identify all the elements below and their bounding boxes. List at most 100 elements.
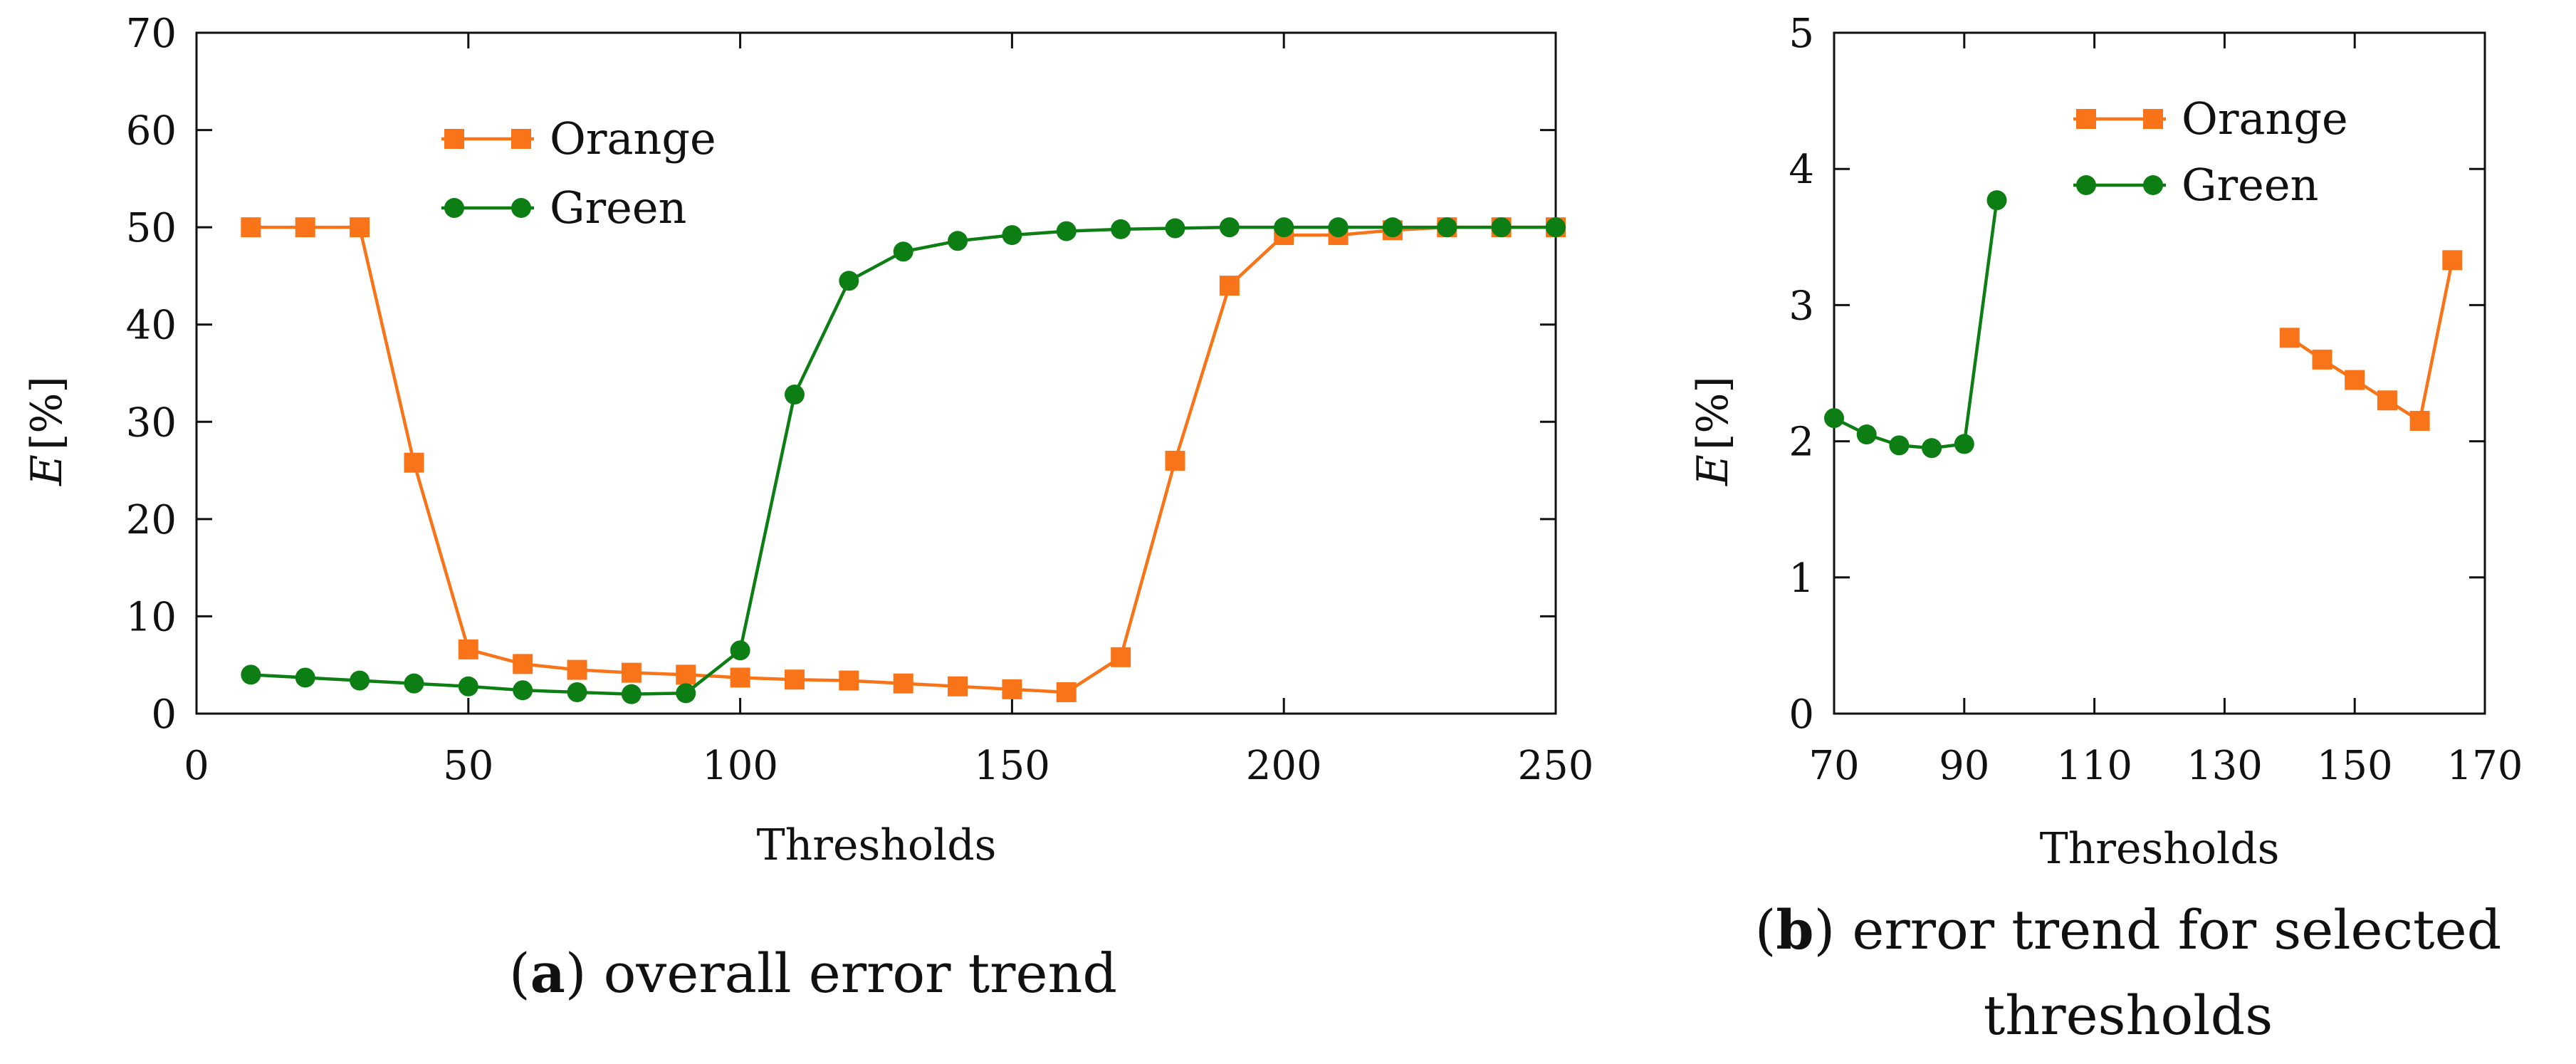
panel-b-series-orange-point <box>2409 410 2430 431</box>
panel-b-legend-green-label: Green <box>2182 159 2318 211</box>
panel-a-series-green-point <box>1274 217 1294 238</box>
panel-a-series-green-point <box>1437 217 1457 238</box>
panel-a-x-tick-label: 0 <box>184 743 209 789</box>
panel-a-series-orange-point <box>730 667 750 688</box>
panel-a-x-tick-label: 200 <box>1246 743 1322 789</box>
panel-b-y-axis-unit: [%] <box>1688 376 1738 450</box>
panel-b-y-tick-label: 2 <box>1789 419 1814 466</box>
panel-a-series-green-point <box>241 664 261 685</box>
panel-b-series-green-point <box>1954 434 1974 454</box>
panel-b-caption-letter: b <box>1776 898 1813 961</box>
panel-b-chart: 70 90 110 130 150 170 0 1 2 3 4 5 Orange Green Thres… <box>1688 11 2523 1047</box>
panel-a-y-tick-label: 0 <box>151 692 177 738</box>
panel-a-y-tick-label: 40 <box>126 303 177 349</box>
panel-b-series-orange-point <box>2377 390 2397 411</box>
svg-text:E[%]: E [%] <box>22 376 72 486</box>
panel-a-y-tick-label: 60 <box>126 108 177 155</box>
panel-a-series-green-point <box>513 680 533 701</box>
panel-a-series-green-point <box>350 670 370 691</box>
panel-a-series-green-point <box>730 640 750 661</box>
panel-a-series-orange-point <box>621 662 642 683</box>
panel-a-y-axis-symbol: E <box>22 454 72 486</box>
panel-b-legend-orange-swatch-marker <box>2143 109 2163 129</box>
panel-b-series-green-point <box>1922 438 1942 459</box>
panel-a-series-green-point <box>1491 217 1512 238</box>
panel-b-legend-orange-label: Orange <box>2182 93 2348 145</box>
panel-a-legend-orange-label: Orange <box>550 113 716 165</box>
panel-a-series-orange-point <box>513 654 533 674</box>
panel-b-x-tick-label: 150 <box>2317 743 2393 789</box>
panel-a-series-orange-point <box>350 217 370 238</box>
panel-a-series-green-point <box>458 676 478 697</box>
panel-a-series-orange-point <box>1111 647 1131 667</box>
panel-b-marks: 70 90 110 130 150 170 0 1 2 3 4 5 <box>1789 11 2523 789</box>
panel-b-series-green-point <box>1856 424 1877 445</box>
svg-text:E[%]: E [%] <box>1688 376 1738 486</box>
panel-a-series-green-point <box>1056 221 1077 241</box>
panel-a-series-green-point <box>1546 217 1566 238</box>
panel-b-y-tick-label: 0 <box>1789 692 1814 738</box>
panel-b-y-axis-symbol: E <box>1688 454 1738 486</box>
panel-a-series-green-point <box>1002 225 1022 246</box>
panel-b-x-tick-label: 110 <box>2056 743 2132 789</box>
panel-b-x-axis-title: Thresholds <box>2040 824 2280 874</box>
panel-a-series-orange-point <box>241 217 261 238</box>
panel-b-series-orange-point <box>2312 349 2332 370</box>
panel-b-y-tick-label: 4 <box>1789 147 1814 193</box>
panel-b-y-tick-label: 5 <box>1789 11 1814 57</box>
panel-b-series-orange-point <box>2442 250 2463 271</box>
panel-a-series-orange-point <box>404 452 424 473</box>
panel-a-x-tick-label: 100 <box>702 743 778 789</box>
panel-a-y-axis-unit: [%] <box>22 376 72 450</box>
panel-a-series-green-point <box>784 385 805 405</box>
panel-b-legend: Orange Green <box>2073 93 2348 211</box>
panel-a-series-green-point <box>567 682 587 702</box>
panel-a-legend-orange-swatch-marker <box>444 129 464 149</box>
panel-a-caption-text: overall error trend <box>604 942 1117 1005</box>
panel-a-legend-green-swatch-marker <box>511 198 531 218</box>
panel-a-series-green-point <box>893 241 913 262</box>
panel-b-y-tick-label: 3 <box>1789 283 1814 329</box>
panel-a-series-orange-point <box>567 659 587 680</box>
panel-a-series-green-point <box>676 683 696 704</box>
panel-b-series-orange-point <box>2279 328 2300 348</box>
panel-a-series-orange-point <box>1002 679 1022 699</box>
panel-a-x-tick-label: 50 <box>443 743 493 789</box>
panel-a-series-orange-point <box>948 676 968 697</box>
panel-a-series-orange-point <box>458 639 478 659</box>
panel-a-series-green-point <box>295 667 315 688</box>
panel-a-series-orange-point <box>1056 682 1077 702</box>
panel-a-legend-green-label: Green <box>550 182 686 234</box>
panel-a-series-orange-point <box>784 669 805 690</box>
panel-a-series-green-point <box>839 271 859 291</box>
panel-b-caption-text: error trend for selected <box>1852 898 2501 961</box>
panel-a-series-orange-point <box>676 664 696 685</box>
panel-a-series-green-point <box>404 673 424 694</box>
panel-b-legend-orange-swatch-marker <box>2076 109 2096 129</box>
panel-a-plot-frame <box>195 31 1557 715</box>
panel-a-series-green-point <box>1328 217 1349 238</box>
panel-a-caption-letter: a <box>530 942 565 1005</box>
panel-a-marks: 0 50 100 150 200 250 0 10 20 30 40 50 60 70 <box>126 11 1594 789</box>
panel-b-caption-line2: thresholds <box>1984 984 2273 1047</box>
panel-a-series-green-point <box>1219 217 1240 238</box>
panel-a-legend-green-swatch-marker <box>444 198 464 218</box>
panel-b-legend-green-swatch-marker <box>2143 175 2163 195</box>
panel-a-y-tick-label: 10 <box>126 594 177 640</box>
panel-a-series-orange-point <box>1219 276 1240 296</box>
panel-b-series-green-point <box>1824 408 1844 429</box>
panel-a-series-green-point <box>948 231 968 251</box>
panel-a-x-tick-label: 250 <box>1518 743 1594 789</box>
panel-a-series-orange-point <box>295 217 315 238</box>
panel-b-y-tick-label: 1 <box>1789 556 1814 602</box>
panel-a-y-tick-label: 70 <box>126 11 177 57</box>
panel-a-series-orange-point <box>839 670 859 691</box>
panel-b-series-orange-point <box>2345 370 2365 390</box>
panel-b-x-tick-label: 130 <box>2187 743 2263 789</box>
panel-a-series-green-point <box>1111 219 1131 239</box>
panel-b-x-tick-label: 70 <box>1808 743 1859 789</box>
panel-a-y-tick-label: 20 <box>126 497 177 543</box>
panel-a-series-green-point <box>1165 218 1185 239</box>
panel-b-caption-line1: (b) error trend for selected <box>1755 898 2501 961</box>
